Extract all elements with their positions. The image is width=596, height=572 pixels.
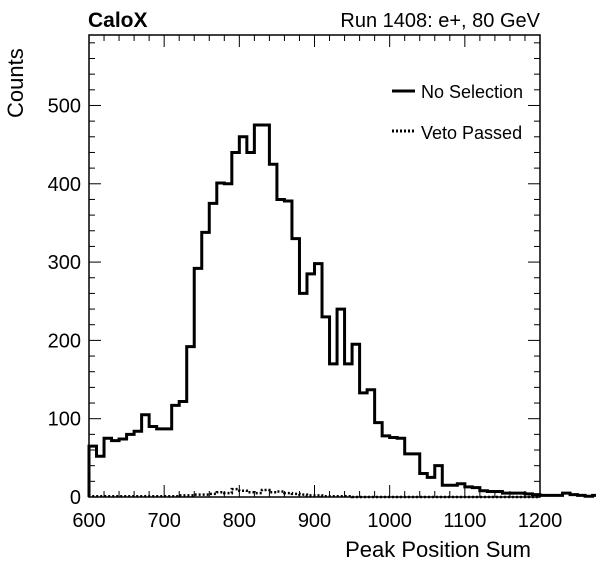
experiment-label: CaloX [88,9,148,32]
legend-label-no-selection: No Selection [421,82,523,102]
y-axis-title: Counts [3,48,28,118]
y-tick-label-400: 400 [48,174,81,196]
axis-ticks [88,35,541,498]
x-tick-label-1100: 1100 [443,510,486,532]
y-tick-label-300: 300 [48,252,81,274]
x-tick-label-1000: 1000 [367,510,412,532]
series-veto-passed [87,487,540,499]
x-tick-label-700: 700 [147,510,180,532]
y-tick-label-200: 200 [48,330,81,352]
x-axis-title: Peak Position Sum [345,537,531,562]
legend-label-veto-passed: Veto Passed [421,123,522,143]
axis-tick-labels: 600 700 800 900 1000 1100 1200 0 100 200 300 400 500 [48,95,563,532]
x-tick-label-1200: 1200 [518,510,563,532]
series-no-selection [87,123,596,498]
series-layer [87,123,596,499]
y-tick-label-100: 100 [48,409,81,431]
y-tick-label-0: 0 [70,487,81,509]
x-tick-label-800: 800 [223,510,256,532]
legend: No Selection Veto Passed [392,82,523,143]
x-tick-label-900: 900 [298,510,331,532]
y-tick-label-500: 500 [48,95,81,117]
run-label: Run 1408: e+, 80 GeV [340,10,540,32]
x-tick-label-600: 600 [72,510,105,532]
